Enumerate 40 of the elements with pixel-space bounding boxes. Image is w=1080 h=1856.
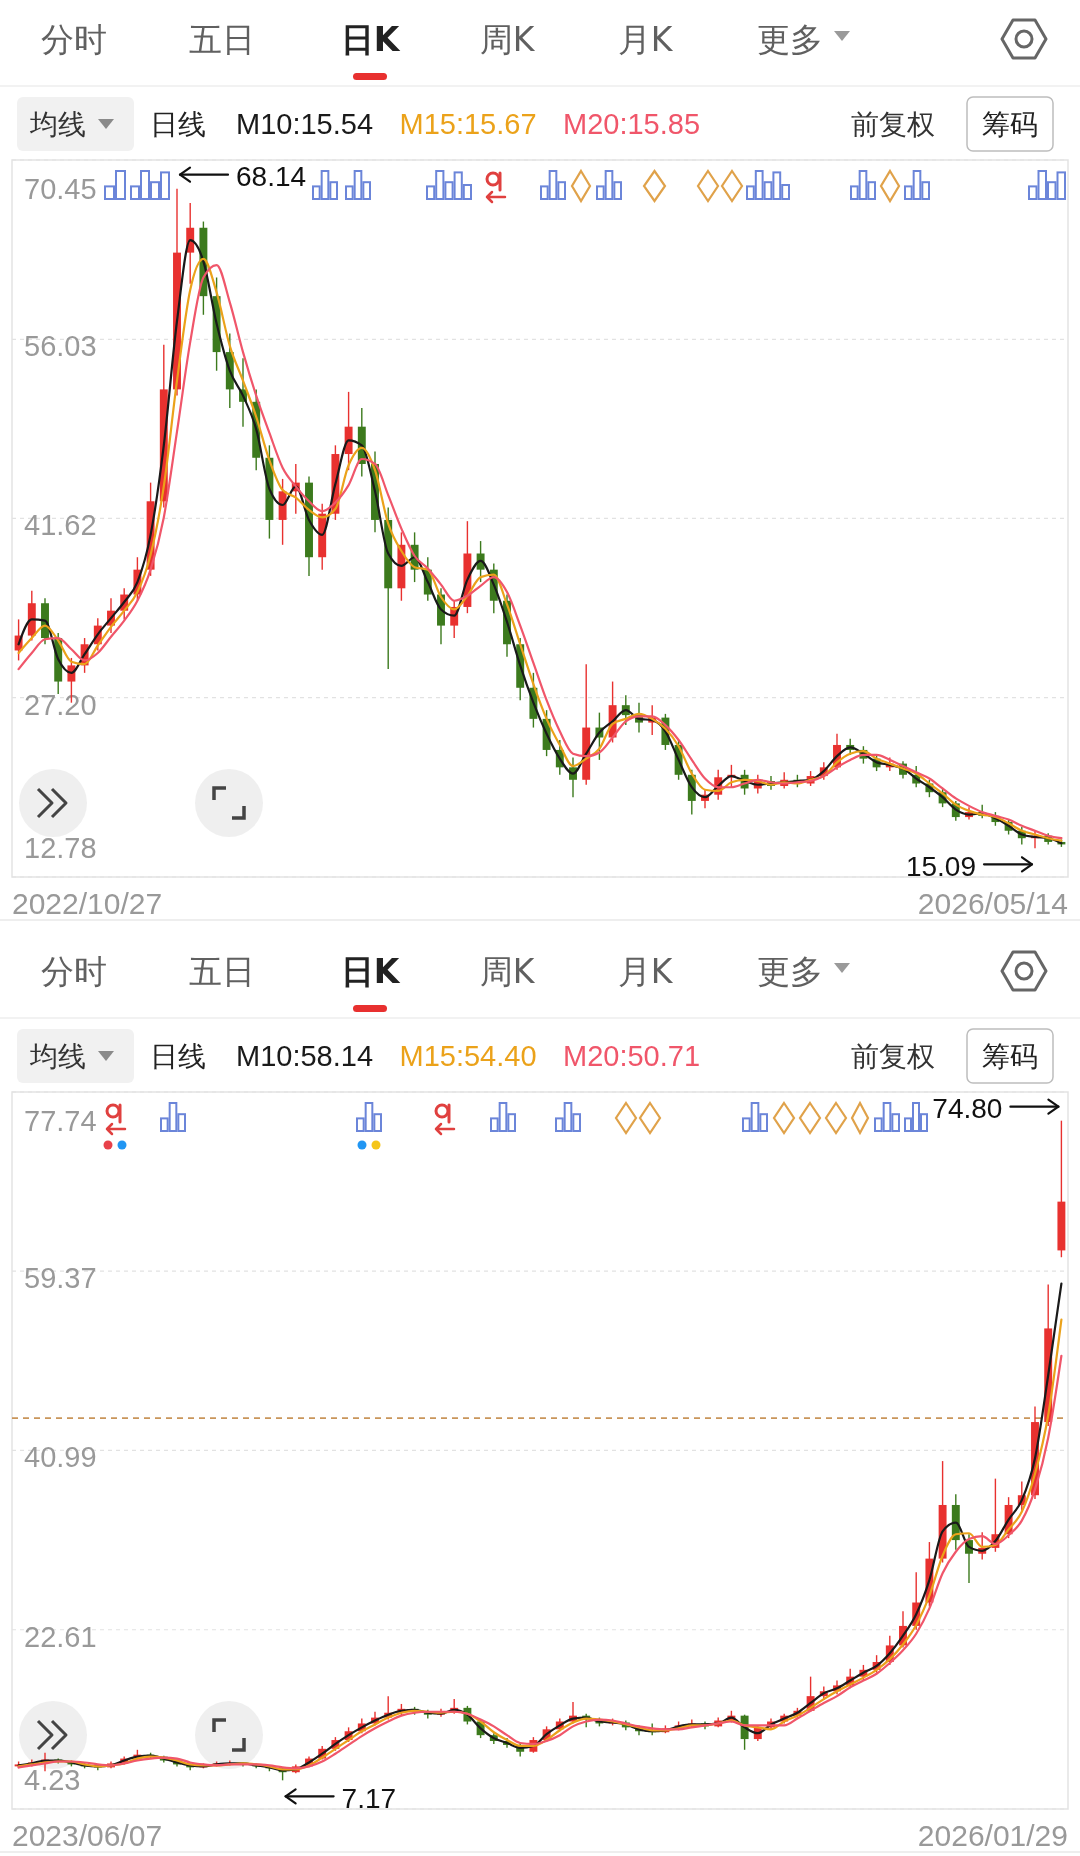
text: 周K — [479, 951, 536, 991]
y-tick-label: 70.45 — [24, 173, 97, 205]
text: 日K — [340, 19, 401, 59]
text: 2023/06/07 — [12, 1818, 163, 1852]
text: 2026/01/29 — [917, 1818, 1068, 1852]
y-tick-label: 12.78 — [24, 832, 97, 864]
y-tick-label: 77.74 — [24, 1105, 97, 1137]
y-tick-label: 27.20 — [24, 688, 97, 721]
text: 月K — [617, 19, 674, 59]
text: 前复权 — [851, 1039, 935, 1073]
annotation: 68.14 — [236, 161, 307, 193]
y-tick-label: 59.37 — [24, 1262, 97, 1295]
text: 分时 — [41, 19, 107, 59]
text: M10:15.54 — [236, 108, 374, 140]
y-tick-label: 4.23 — [24, 1764, 81, 1796]
y-tick-label: 41.62 — [24, 509, 97, 542]
text: 更多 — [757, 951, 823, 991]
text: 周K — [479, 19, 536, 59]
text: M10:58.14 — [236, 1040, 374, 1072]
text: M20:15.85 — [563, 108, 701, 140]
text: 日K — [340, 951, 401, 991]
annotation: 7.17 — [341, 1782, 397, 1814]
text: 前复权 — [851, 107, 935, 141]
legend-title: 日线 — [150, 1039, 206, 1073]
text: M20:50.71 — [563, 1040, 701, 1072]
text: 2022/10/27 — [12, 886, 163, 920]
annotation: 15.09 — [905, 850, 976, 882]
legend-title: 日线 — [150, 107, 206, 141]
text: 五日 — [189, 19, 255, 59]
text: 更多 — [757, 19, 823, 59]
y-tick-label: 22.61 — [24, 1620, 97, 1653]
text: M15:15.67 — [399, 108, 537, 140]
text: 分时 — [41, 951, 107, 991]
y-tick-label: 56.03 — [24, 330, 97, 363]
text: 月K — [617, 951, 674, 991]
y-tick-label: 40.99 — [24, 1441, 97, 1474]
text: 五日 — [189, 951, 255, 991]
text: M15:54.40 — [399, 1040, 537, 1072]
annotation: 74.80 — [932, 1093, 1003, 1125]
text: 2026/05/14 — [917, 886, 1068, 920]
